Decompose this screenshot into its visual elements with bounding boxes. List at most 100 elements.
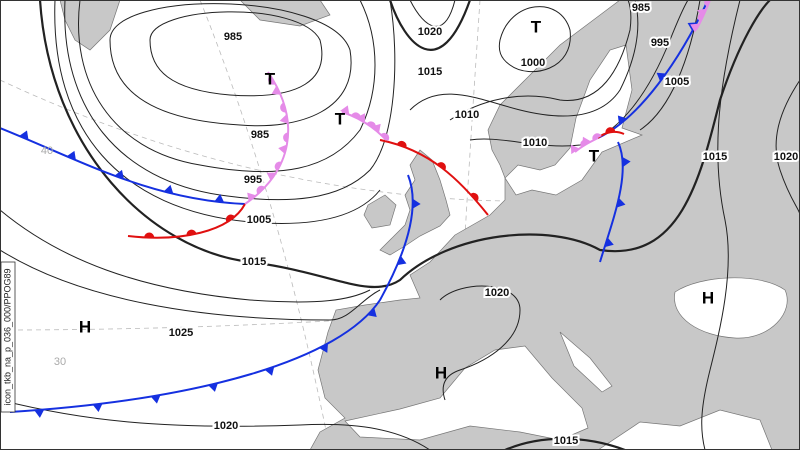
front-triangle [279, 114, 289, 125]
isobar-label: 1015 [418, 66, 442, 78]
isobar [439, 285, 521, 401]
front-triangle [247, 192, 257, 202]
eastern-mediterranean [597, 409, 773, 450]
product-id: icon_tkb_na_p_036_000/PPOG89 [2, 268, 12, 405]
front-semicircle [396, 141, 407, 148]
isobar-thick [388, 0, 472, 51]
isobar [64, 0, 396, 201]
front-symbol [697, 0, 712, 18]
isobar-label: 1025 [169, 327, 193, 339]
front-semicircle [436, 162, 446, 171]
latitude-label: 40 [41, 145, 53, 157]
isobar-label: 1020 [485, 287, 509, 299]
front-symbol [436, 162, 446, 171]
front-triangle [697, 8, 707, 18]
front-triangle [150, 394, 161, 404]
front-symbol [617, 115, 627, 125]
front-symbol [319, 343, 329, 353]
front-symbol [279, 102, 289, 125]
front-semicircle [268, 75, 276, 85]
front-symbol [278, 132, 289, 155]
front-symbol [150, 394, 161, 404]
baltic-sea [504, 44, 643, 196]
front-triangle [356, 113, 365, 123]
isobar-label: 995 [244, 174, 262, 186]
isobar-label: 985 [632, 2, 650, 14]
pressure-center: T [589, 146, 600, 165]
front-symbol [225, 214, 235, 223]
pressure-center: H [79, 317, 91, 336]
front-triangle [114, 169, 124, 180]
front-symbol [470, 192, 479, 202]
pressure-center: H [435, 363, 447, 382]
front-semicircle [704, 0, 712, 7]
front-triangle [92, 403, 103, 413]
front-symbol [622, 156, 631, 167]
front-symbol [582, 133, 602, 147]
front-triangle [19, 130, 29, 140]
isobar [149, 11, 323, 97]
front-triangle [319, 343, 329, 353]
front-semicircle [380, 132, 390, 142]
isobar-label: 1005 [665, 76, 689, 88]
isobar [449, 0, 632, 121]
front-triangle [266, 172, 277, 182]
isobar-label: 1005 [247, 214, 271, 226]
isobar-label: 1010 [523, 137, 547, 149]
occ-front [341, 111, 387, 141]
isobar-label: 1020 [774, 151, 798, 163]
pressure-center: T [335, 109, 346, 128]
isobar-label: 1020 [418, 26, 442, 38]
front-triangle [616, 197, 626, 208]
front-triangle [278, 144, 287, 155]
front-triangle [656, 72, 667, 82]
front-symbol [412, 198, 421, 209]
isobar [0, 399, 431, 450]
front-symbol [367, 307, 377, 317]
isobar [0, 209, 371, 303]
isobar [54, 0, 381, 224]
front-triangle [582, 136, 592, 147]
front-triangle [208, 382, 218, 392]
isobar [109, 3, 352, 127]
isobar [775, 79, 800, 216]
front-semicircle [283, 132, 289, 143]
pressure-center: H [702, 288, 714, 307]
fronts [0, 0, 712, 418]
isobar-thick [504, 437, 626, 450]
front-triangle [617, 115, 627, 125]
isobar-label: 985 [224, 31, 242, 43]
isobar [0, 249, 381, 321]
front-symbol [247, 185, 266, 202]
isobar [409, 0, 456, 27]
front-symbol [396, 141, 407, 148]
front-triangle [367, 307, 377, 317]
pressure-center: T [265, 69, 276, 88]
front-semicircle [592, 133, 602, 141]
front-triangle [264, 366, 275, 376]
front-symbol [264, 366, 275, 376]
isobar-label: 1020 [214, 420, 238, 432]
front-symbol [214, 194, 225, 203]
front-triangle [340, 105, 350, 115]
front-semicircle [280, 102, 287, 113]
front-symbol [616, 197, 626, 208]
isobar-label: 1015 [554, 435, 578, 447]
isobar-label: 1015 [703, 151, 727, 163]
front-semicircle [225, 214, 235, 223]
occ-front [574, 137, 599, 153]
front-symbol [19, 130, 29, 140]
front-symbol [268, 75, 281, 95]
isobar-label: 1010 [455, 109, 479, 121]
front-semicircle [274, 161, 283, 171]
front-triangle [412, 198, 421, 209]
front-symbol [605, 127, 616, 134]
front-triangle [271, 85, 281, 95]
front-triangle [570, 144, 580, 155]
front-semicircle [256, 185, 266, 195]
front-symbol [397, 255, 407, 266]
front-semicircle [144, 232, 155, 238]
front-symbol [266, 161, 283, 182]
